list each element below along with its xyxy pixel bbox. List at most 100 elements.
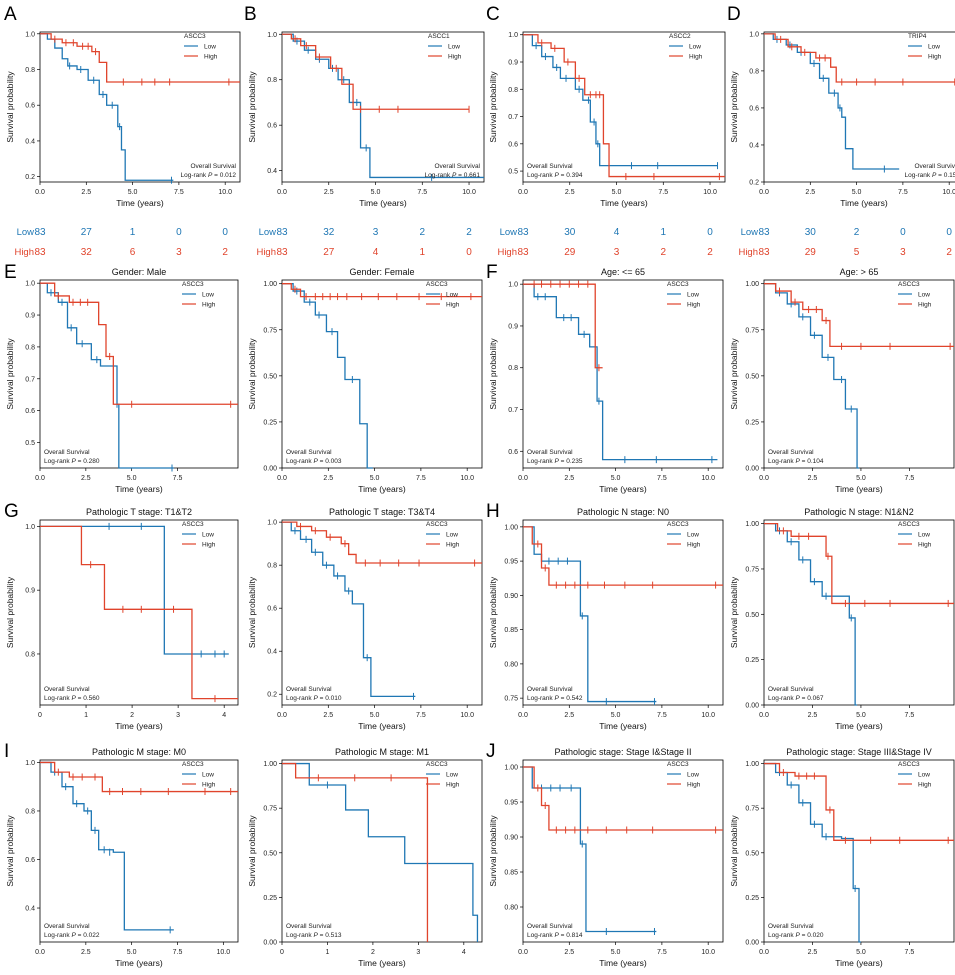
risk-count-high: 0 xyxy=(466,247,472,258)
x-tick-label: 0.0 xyxy=(518,949,528,956)
legend-label-high: High xyxy=(918,782,932,789)
y-tick-label: 1.00 xyxy=(745,281,759,288)
risk-count-high: 2 xyxy=(660,247,666,258)
x-tick-label: 2.5 xyxy=(564,475,574,482)
overall-survival-label: Overall Survival xyxy=(44,923,90,930)
legend-title: ASCC3 xyxy=(667,521,689,528)
y-tick-label: 0.9 xyxy=(508,60,518,67)
panel-title: Pathologic stage: Stage I&Stage II xyxy=(554,747,691,757)
x-tick-label: 5.0 xyxy=(370,475,380,482)
y-tick-label: 0.90 xyxy=(504,593,518,600)
x-tick-label: 7.5 xyxy=(657,712,667,719)
risk-count-low: 4 xyxy=(614,227,620,238)
x-axis-label: Time (years) xyxy=(840,198,888,208)
overall-survival-label: Overall Survival xyxy=(44,449,90,456)
x-tick-label: 0.0 xyxy=(277,712,287,719)
logrank-pvalue: Log-rank P = 0.280 xyxy=(44,458,100,465)
overall-survival-label: Overall Survival xyxy=(44,686,90,693)
x-tick-label: 0.0 xyxy=(518,475,528,482)
plot-frame xyxy=(522,519,724,706)
risk-count-high: 1 xyxy=(419,247,425,258)
y-tick-label: 0.90 xyxy=(504,835,518,842)
y-axis-label: Survival probability xyxy=(247,815,257,887)
plot-frame xyxy=(281,279,483,469)
y-tick-label: 1.0 xyxy=(25,524,35,531)
y-tick-label: 0.9 xyxy=(25,588,35,595)
risk-count-high: 3 xyxy=(176,247,182,258)
risk-count-low: 0 xyxy=(900,227,906,238)
logrank-pvalue: Log-rank P = 0.814 xyxy=(527,932,583,939)
logrank-pvalue: Log-rank P = 0.158 xyxy=(905,172,955,179)
y-tick-label: 0.6 xyxy=(749,105,759,112)
risk-count-high: 4 xyxy=(373,247,379,258)
risk-count-high: 27 xyxy=(323,247,335,258)
panel-letter-i: I xyxy=(4,741,9,762)
y-tick-label: 0.75 xyxy=(263,806,277,813)
panel-letter-d: D xyxy=(727,4,741,25)
y-tick-label: 0.50 xyxy=(263,373,277,380)
legend-label-low: Low xyxy=(446,772,458,779)
plot-frame xyxy=(763,519,955,706)
x-tick-label: 2.5 xyxy=(81,189,91,196)
legend-title: ASCC3 xyxy=(898,761,920,768)
km-curve-low xyxy=(40,33,174,181)
panel-title: Pathologic T stage: T3&T4 xyxy=(329,507,435,517)
y-tick-label: 0.25 xyxy=(745,419,759,426)
legend-label-low: Low xyxy=(202,532,214,539)
x-tick-label: 7.5 xyxy=(173,949,183,956)
y-tick-label: 1.00 xyxy=(745,761,759,768)
overall-survival-label: Overall Survival xyxy=(434,163,480,170)
km-curve-low xyxy=(523,766,657,933)
y-tick-label: 0.50 xyxy=(745,850,759,857)
overall-survival-label: Overall Survival xyxy=(527,686,573,693)
km-curve-low xyxy=(282,521,416,698)
x-axis-label: Time (years) xyxy=(358,958,406,968)
risk-count-high: 32 xyxy=(81,247,93,258)
km-panel-h1: Pathologic N stage: N0 0.0 2.5 5.0 7.5 10.0 0.… xyxy=(488,507,724,731)
km-curve-low xyxy=(764,762,861,943)
legend-label-high: High xyxy=(918,542,932,549)
plot-frame xyxy=(281,759,483,943)
legend-label-low: Low xyxy=(687,772,699,779)
panel-letter-e: E xyxy=(4,262,17,283)
km-curve-low xyxy=(40,761,174,931)
x-tick-label: 10.0 xyxy=(701,475,715,482)
y-tick-label: 0.7 xyxy=(508,407,518,414)
x-tick-label: 10.0 xyxy=(701,712,715,719)
km-curve-high xyxy=(282,33,470,110)
panel-letter-b: B xyxy=(244,4,257,25)
y-tick-label: 0.6 xyxy=(25,857,35,864)
legend-label-high: High xyxy=(202,542,216,549)
logrank-pvalue: Log-rank P = 0.020 xyxy=(768,932,824,939)
x-tick-label: 0.0 xyxy=(35,949,45,956)
legend-label-high: High xyxy=(202,302,216,309)
x-tick-label: 2.5 xyxy=(805,189,815,196)
x-axis-label: Time (years) xyxy=(835,721,883,731)
x-tick-label: 10.0 xyxy=(703,189,717,196)
x-tick-label: 5.0 xyxy=(856,475,866,482)
x-tick-label: 2.5 xyxy=(564,712,574,719)
logrank-pvalue: Log-rank P = 0.012 xyxy=(181,172,237,179)
x-tick-label: 2.5 xyxy=(324,189,334,196)
y-axis-label: Survival probability xyxy=(5,71,15,143)
legend-title: ASCC3 xyxy=(898,281,920,288)
risk-count-low: 30 xyxy=(564,227,576,238)
legend-label-high: High xyxy=(446,782,460,789)
legend-label-low: Low xyxy=(446,532,458,539)
overall-survival-label: Overall Survival xyxy=(768,449,814,456)
legend-title: ASCC3 xyxy=(667,761,689,768)
legend-title: ASCC3 xyxy=(426,761,448,768)
y-tick-label: 0.8 xyxy=(267,77,277,84)
risk-count-low: 1 xyxy=(660,227,666,238)
y-tick-label: 1.0 xyxy=(267,32,277,39)
logrank-pvalue: Log-rank P = 0.104 xyxy=(768,458,824,465)
x-axis-label: Time (years) xyxy=(358,484,406,494)
risk-count-high: 3 xyxy=(614,247,620,258)
risk-count-high: 29 xyxy=(564,247,576,258)
km-curve-high xyxy=(764,283,954,348)
risk-count-high: 2 xyxy=(222,247,228,258)
x-axis-label: Time (years) xyxy=(358,721,406,731)
km-curve-high xyxy=(523,34,725,178)
y-tick-label: 0.4 xyxy=(749,142,759,149)
risk-count-low: 27 xyxy=(81,227,93,238)
